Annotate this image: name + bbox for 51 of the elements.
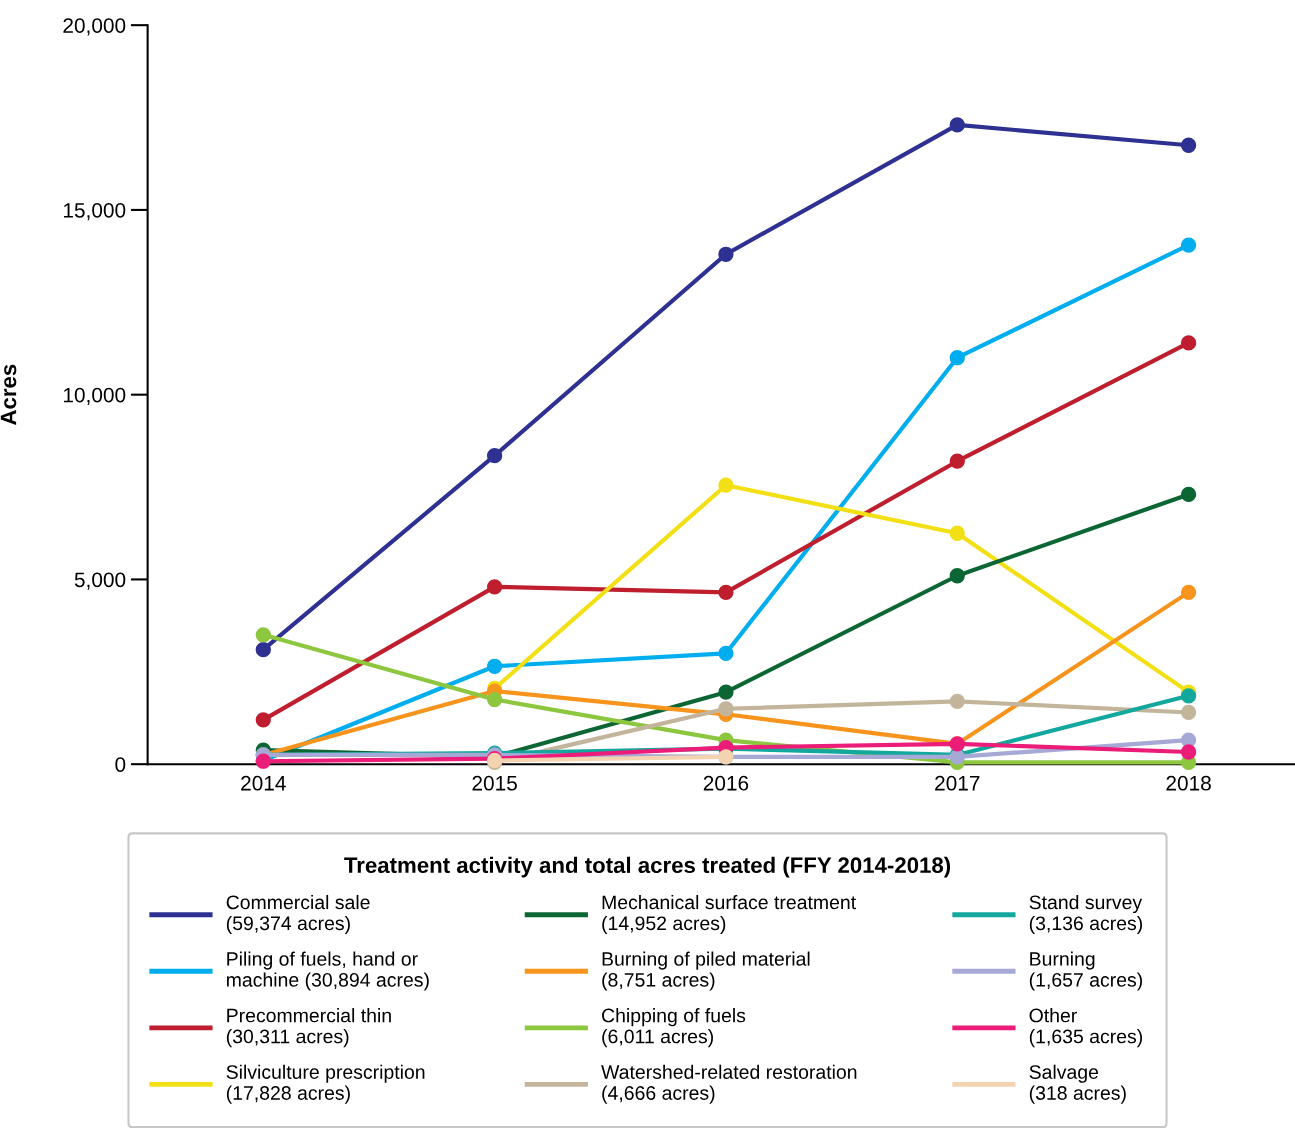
point bbox=[718, 246, 734, 262]
y-tick-label: 0 bbox=[115, 757, 126, 772]
y-tick-label: 15,000 bbox=[63, 202, 126, 221]
point bbox=[949, 525, 965, 541]
point bbox=[718, 645, 734, 661]
x-tick-label: 2016 bbox=[703, 775, 749, 791]
point bbox=[949, 117, 965, 133]
point bbox=[1180, 688, 1197, 704]
point bbox=[1180, 335, 1197, 351]
legend-label: Stand survey (3,136 acres) bbox=[1029, 894, 1143, 935]
x-tick-label: 2017 bbox=[935, 775, 980, 791]
y-axis-title: Acres bbox=[0, 364, 17, 426]
point bbox=[1180, 584, 1197, 601]
point bbox=[486, 691, 503, 708]
legend-label: Chipping of fuels (6,011 acres) bbox=[602, 1008, 746, 1048]
point bbox=[949, 453, 965, 469]
point bbox=[718, 684, 734, 700]
point bbox=[718, 701, 734, 717]
point bbox=[255, 627, 271, 643]
point bbox=[1180, 237, 1197, 253]
point bbox=[949, 568, 965, 584]
legend-label: Watershed-related restoration (4,666 acres) bbox=[601, 1064, 857, 1104]
legend-label: Burning of piled material (8,751 acres) bbox=[602, 951, 810, 991]
point bbox=[1180, 486, 1197, 503]
x-tick-label: 2018 bbox=[1166, 775, 1211, 791]
point bbox=[255, 642, 271, 658]
point bbox=[949, 350, 965, 366]
legend-label: Silviculture prescription (17,828 acres) bbox=[226, 1064, 425, 1104]
point bbox=[1180, 704, 1197, 721]
point bbox=[486, 448, 503, 464]
legend-label: Precommercial thin (30,311 acres) bbox=[226, 1008, 391, 1048]
legend-label: Piling of fuels, hand or machine (30,894 acres) bbox=[226, 951, 429, 991]
point bbox=[718, 584, 734, 601]
point bbox=[1180, 744, 1197, 760]
point bbox=[1180, 137, 1197, 153]
point bbox=[255, 712, 271, 728]
legend-label: Salvage (318 acres) bbox=[1029, 1064, 1126, 1104]
point bbox=[486, 579, 503, 595]
point bbox=[718, 477, 734, 493]
point bbox=[486, 658, 503, 674]
x-tick-label: 2014 bbox=[241, 775, 286, 791]
y-tick-label: 20,000 bbox=[63, 18, 126, 36]
legend-label: Commercial sale (59,374 acres) bbox=[226, 894, 370, 935]
legend-label: Mechanical surface treatment (14,952 acres) bbox=[602, 894, 856, 935]
legend-label: Other (1,635 acres) bbox=[1029, 1008, 1142, 1048]
legend-label: Burning (1,657 acres) bbox=[1029, 951, 1142, 991]
y-tick-label: 10,000 bbox=[63, 387, 126, 405]
y-tick-label: 5,000 bbox=[74, 572, 126, 590]
point bbox=[949, 693, 965, 710]
legend-title: Treatment activity and total acres treated (FFY 2014-2018) bbox=[344, 856, 951, 878]
x-tick-label: 2015 bbox=[472, 775, 517, 791]
